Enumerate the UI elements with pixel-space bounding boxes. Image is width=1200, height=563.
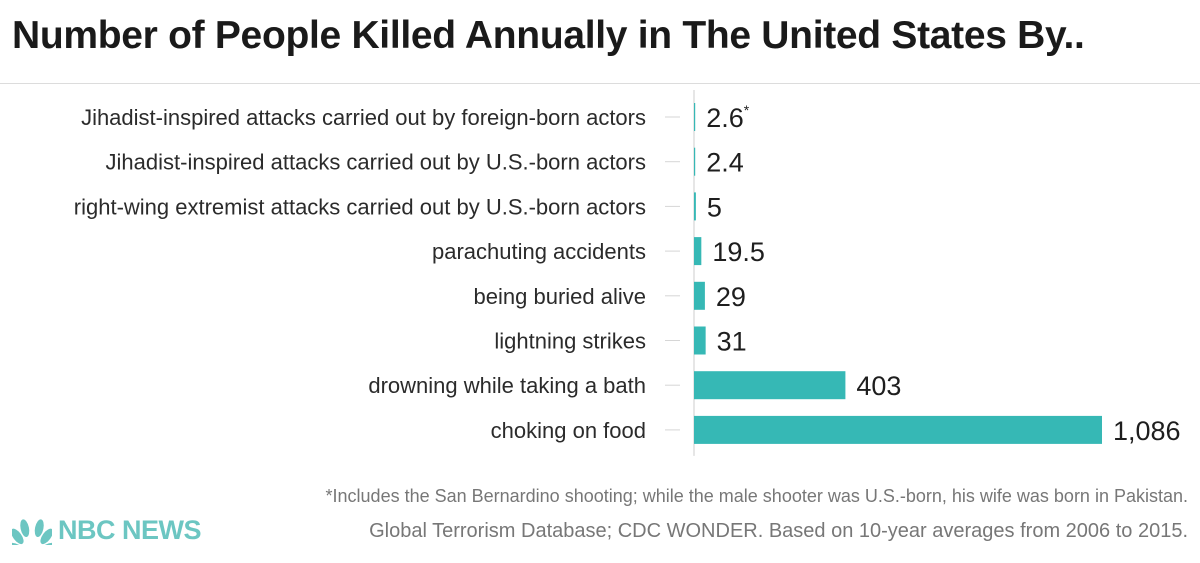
brand-name: NBC NEWS <box>58 514 202 545</box>
value-label: 5 <box>707 192 722 222</box>
title-divider <box>0 83 1200 84</box>
bar <box>694 415 1102 444</box>
source-note: Global Terrorism Database; CDC WONDER. B… <box>369 520 1188 542</box>
bar <box>694 147 696 176</box>
bar <box>694 192 696 221</box>
category-labels: Jihadist-inspired attacks carried out by… <box>74 105 646 443</box>
value-text: 29 <box>716 282 746 312</box>
value-text: 403 <box>856 371 901 401</box>
bar <box>694 237 702 266</box>
category-label: lightning strikes <box>494 329 646 354</box>
bar <box>694 103 696 131</box>
value-label: 19.5 <box>712 237 765 267</box>
value-label: 1,086 <box>1113 416 1181 446</box>
footnote: *Includes the San Bernardino shooting; w… <box>325 486 1188 506</box>
chart-title: Number of People Killed Annually in The … <box>12 14 1085 57</box>
bar-chart: Jihadist-inspired attacks carried out by… <box>74 90 1181 456</box>
category-label: Jihadist-inspired attacks carried out by… <box>81 105 646 130</box>
value-labels: 2.6* 2.4 5 19.5 29 31 403 1,086 <box>706 102 1180 446</box>
value-text: 19.5 <box>712 237 765 267</box>
bar <box>694 281 705 310</box>
category-label: drowning while taking a bath <box>368 373 646 398</box>
value-label: 403 <box>856 371 901 401</box>
category-label: Jihadist-inspired attacks carried out by… <box>106 150 646 175</box>
value-text: 2.6 <box>706 103 744 133</box>
value-label: 31 <box>717 327 747 357</box>
category-label: being buried alive <box>474 284 646 309</box>
bar <box>694 326 706 355</box>
value-text: 5 <box>707 192 722 222</box>
value-text: 2.4 <box>706 148 744 178</box>
peacock-icon <box>12 519 52 545</box>
nbc-news-logo: NBC NEWS <box>12 513 202 547</box>
bar <box>694 371 846 400</box>
value-text: 31 <box>717 327 747 357</box>
value-label: 2.6* <box>706 102 750 133</box>
annotation-asterisk: * <box>744 102 750 118</box>
category-ticks <box>665 116 680 431</box>
bars <box>694 103 1102 444</box>
category-label: right-wing extremist attacks carried out… <box>74 194 646 219</box>
category-label: parachuting accidents <box>432 239 646 264</box>
category-label: choking on food <box>491 418 646 443</box>
value-label: 2.4 <box>706 148 744 178</box>
value-text: 1,086 <box>1113 416 1181 446</box>
value-label: 29 <box>716 282 746 312</box>
